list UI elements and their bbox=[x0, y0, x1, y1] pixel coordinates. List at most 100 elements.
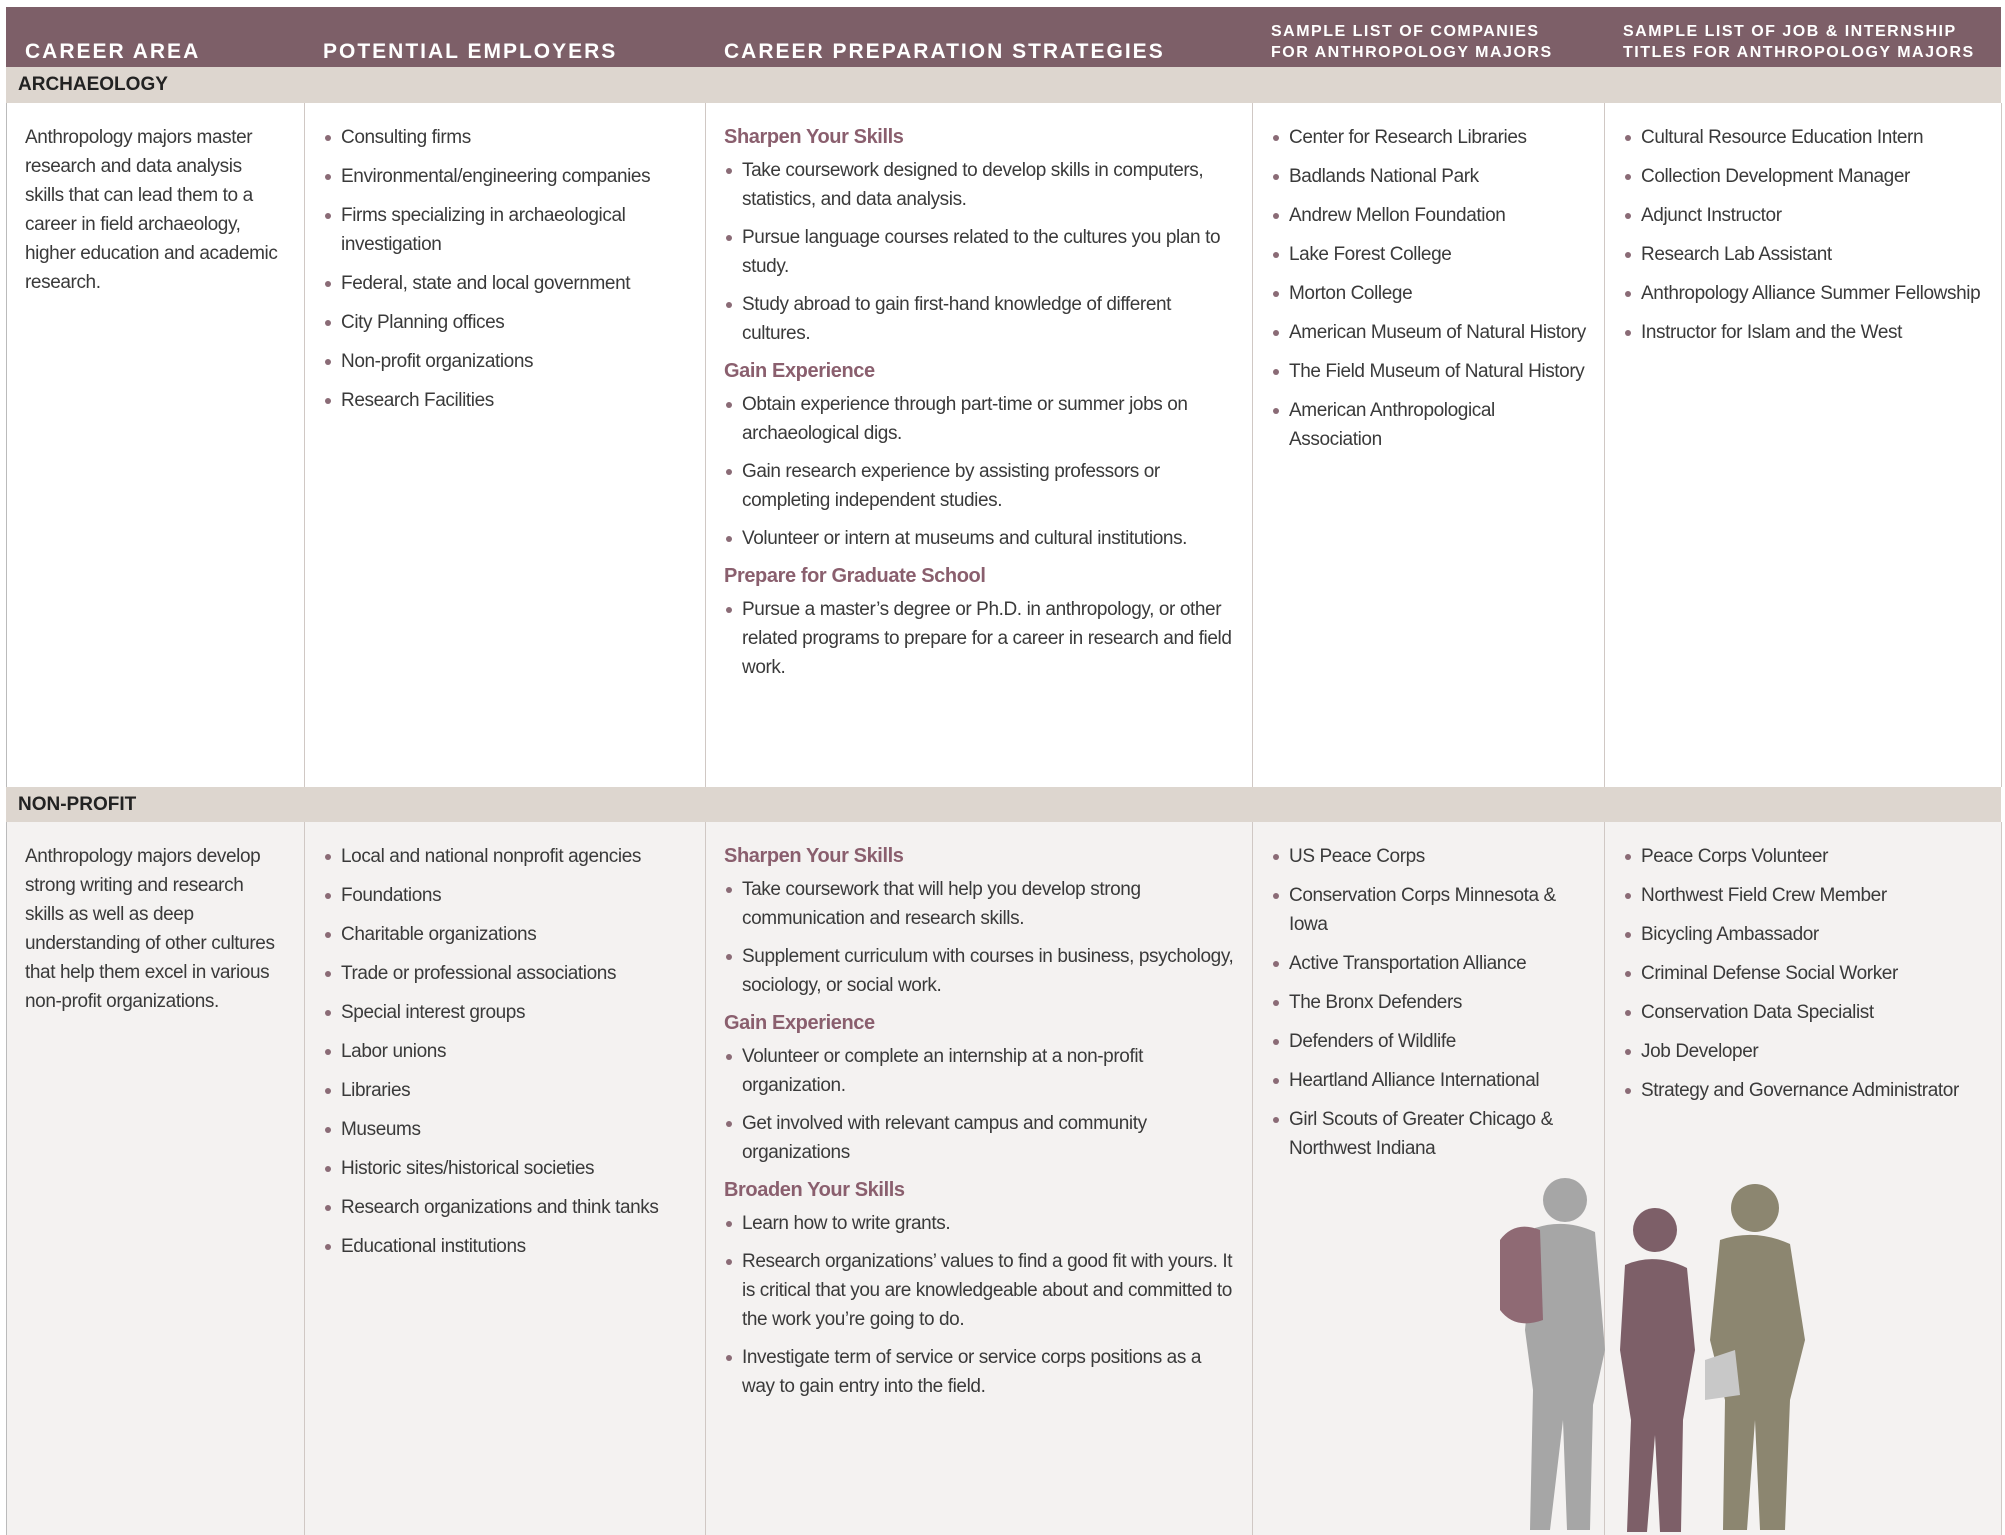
employer: Firms specializing in archaeological inv… bbox=[323, 201, 691, 259]
job-title: Cultural Resource Education Intern bbox=[1623, 123, 1987, 152]
employer: Historic sites/historical societies bbox=[323, 1154, 691, 1183]
employer: Research organizations and think tanks bbox=[323, 1193, 691, 1222]
column-cell: Peace Corps Volunteer Northwest Field Cre… bbox=[1605, 822, 2002, 1535]
strategy-item: Pursue a master’s degree or Ph.D. in ant… bbox=[724, 595, 1238, 682]
strategy-list: Pursue a master’s degree or Ph.D. in ant… bbox=[724, 595, 1238, 682]
column-cell: Anthropology majors master research and … bbox=[7, 103, 305, 787]
strategy-item: Pursue language courses related to the c… bbox=[724, 223, 1238, 281]
strategy-item: Take coursework designed to develop skil… bbox=[724, 156, 1238, 214]
column-header: SAMPLE LIST OF JOB & INTERNSHIP TITLES F… bbox=[1623, 23, 1975, 61]
job-title-list: Cultural Resource Education Intern Collec… bbox=[1623, 123, 1987, 347]
strategy-item: Research organizations’ values to find a… bbox=[724, 1247, 1238, 1334]
people-illustration bbox=[1500, 1178, 1805, 1532]
strategy-list: Take coursework designed to develop skil… bbox=[724, 156, 1238, 348]
company: American Anthropological Association bbox=[1271, 396, 1590, 454]
company: Morton College bbox=[1271, 279, 1590, 308]
company: Badlands National Park bbox=[1271, 162, 1590, 191]
strategy-list: Obtain experience through part-time or s… bbox=[724, 390, 1238, 553]
strategy-item: Volunteer or intern at museums and cultu… bbox=[724, 524, 1238, 553]
job-title: Research Lab Assistant bbox=[1623, 240, 1987, 269]
employer: Environmental/engineering companies bbox=[323, 162, 691, 191]
section-label: ARCHAEOLOGY bbox=[6, 67, 2001, 103]
strategy-heading: Broaden Your Skills bbox=[724, 1179, 905, 1201]
employer: Consulting firms bbox=[323, 123, 691, 152]
employer: Trade or professional associations bbox=[323, 959, 691, 988]
job-title-list: Peace Corps Volunteer Northwest Field Cre… bbox=[1623, 842, 1987, 1105]
column-header: CAREER PREPARATION STRATEGIES bbox=[724, 40, 1165, 63]
employer: Non-profit organizations bbox=[323, 347, 691, 376]
strategy-heading: Sharpen Your Skills bbox=[724, 845, 904, 867]
company: Girl Scouts of Greater Chicago & Northwe… bbox=[1271, 1105, 1590, 1163]
job-title: Strategy and Governance Administrator bbox=[1623, 1076, 1987, 1105]
strategy-item: Study abroad to gain first-hand knowledg… bbox=[724, 290, 1238, 348]
employer: Local and national nonprofit agencies bbox=[323, 842, 691, 871]
column-cell: Anthropology majors develop strong writi… bbox=[7, 822, 305, 1535]
employer: Charitable organizations bbox=[323, 920, 691, 949]
employer: Foundations bbox=[323, 881, 691, 910]
job-title: Peace Corps Volunteer bbox=[1623, 842, 1987, 871]
strategy-group: Gain Experience Obtain experience through… bbox=[724, 357, 1238, 553]
column-cell: Cultural Resource Education Intern Collec… bbox=[1605, 103, 2002, 787]
job-title: Northwest Field Crew Member bbox=[1623, 881, 1987, 910]
strategy-item: Volunteer or complete an internship at a… bbox=[724, 1042, 1238, 1100]
employer-list: Consulting firms Environmental/engineerin… bbox=[323, 123, 691, 415]
strategy-group: Prepare for Graduate School Pursue a mast… bbox=[724, 562, 1238, 682]
strategy-item: Gain research experience by assisting pr… bbox=[724, 457, 1238, 515]
company: Lake Forest College bbox=[1271, 240, 1590, 269]
company: The Bronx Defenders bbox=[1271, 988, 1590, 1017]
job-title: Conservation Data Specialist bbox=[1623, 998, 1987, 1027]
column-header: SAMPLE LIST OF COMPANIES FOR ANTHROPOLOG… bbox=[1271, 23, 1553, 61]
strategy-heading: Gain Experience bbox=[724, 360, 875, 382]
section-label: NON-PROFIT bbox=[6, 787, 2001, 822]
job-title: Criminal Defense Social Worker bbox=[1623, 959, 1987, 988]
job-title: Job Developer bbox=[1623, 1037, 1987, 1066]
column-cell: Consulting firms Environmental/engineerin… bbox=[305, 103, 706, 787]
section-row: Anthropology majors develop strong writi… bbox=[6, 822, 2002, 1535]
strategy-list: Take coursework that will help you devel… bbox=[724, 875, 1238, 1000]
employer: City Planning offices bbox=[323, 308, 691, 337]
strategy-item: Obtain experience through part-time or s… bbox=[724, 390, 1238, 448]
strategy-heading: Gain Experience bbox=[724, 1012, 875, 1034]
description: Anthropology majors develop strong writi… bbox=[25, 846, 275, 1012]
company: Heartland Alliance International bbox=[1271, 1066, 1590, 1095]
company: Defenders of Wildlife bbox=[1271, 1027, 1590, 1056]
job-title: Collection Development Manager bbox=[1623, 162, 1987, 191]
employer: Libraries bbox=[323, 1076, 691, 1105]
company-list: Center for Research Libraries Badlands Na… bbox=[1271, 123, 1590, 454]
employer: Federal, state and local government bbox=[323, 269, 691, 298]
company: The Field Museum of Natural History bbox=[1271, 357, 1590, 386]
job-title: Instructor for Islam and the West bbox=[1623, 318, 1987, 347]
strategy-list: Volunteer or complete an internship at a… bbox=[724, 1042, 1238, 1167]
company: US Peace Corps bbox=[1271, 842, 1590, 871]
strategy-group: Broaden Your Skills Learn how to write gr… bbox=[724, 1176, 1238, 1401]
employer-list: Local and national nonprofit agencies Fou… bbox=[323, 842, 691, 1261]
strategy-list: Learn how to write grants. Research organ… bbox=[724, 1209, 1238, 1401]
column-cell: US Peace Corps Conservation Corps Minneso… bbox=[1253, 822, 1605, 1535]
column-header: POTENTIAL EMPLOYERS bbox=[323, 40, 618, 63]
job-title: Adjunct Instructor bbox=[1623, 201, 1987, 230]
column-cell: Sharpen Your Skills Take coursework desig… bbox=[706, 103, 1253, 787]
company-list: US Peace Corps Conservation Corps Minneso… bbox=[1271, 842, 1590, 1163]
company: Conservation Corps Minnesota & Iowa bbox=[1271, 881, 1590, 939]
employer: Museums bbox=[323, 1115, 691, 1144]
strategy-item: Supplement curriculum with courses in bu… bbox=[724, 942, 1238, 1000]
strategy-group: Sharpen Your Skills Take coursework desig… bbox=[724, 123, 1238, 348]
strategy-group: Gain Experience Volunteer or complete an … bbox=[724, 1009, 1238, 1167]
strategy-item: Take coursework that will help you devel… bbox=[724, 875, 1238, 933]
strategy-group: Sharpen Your Skills Take coursework that … bbox=[724, 842, 1238, 1000]
header-bar: CAREER AREA POTENTIAL EMPLOYERS CAREER PRE… bbox=[6, 7, 2001, 67]
description: Anthropology majors master research and … bbox=[25, 127, 278, 293]
employer: Special interest groups bbox=[323, 998, 691, 1027]
column-cell: Local and national nonprofit agencies Fou… bbox=[305, 822, 706, 1535]
column-cell: Center for Research Libraries Badlands Na… bbox=[1253, 103, 1605, 787]
employer: Educational institutions bbox=[323, 1232, 691, 1261]
strategy-item: Get involved with relevant campus and co… bbox=[724, 1109, 1238, 1167]
section-row: Anthropology majors master research and … bbox=[6, 103, 2002, 787]
company: Active Transportation Alliance bbox=[1271, 949, 1590, 978]
employer: Research Facilities bbox=[323, 386, 691, 415]
strategy-heading: Sharpen Your Skills bbox=[724, 126, 904, 148]
company: Center for Research Libraries bbox=[1271, 123, 1590, 152]
employer: Labor unions bbox=[323, 1037, 691, 1066]
strategy-heading: Prepare for Graduate School bbox=[724, 565, 986, 587]
